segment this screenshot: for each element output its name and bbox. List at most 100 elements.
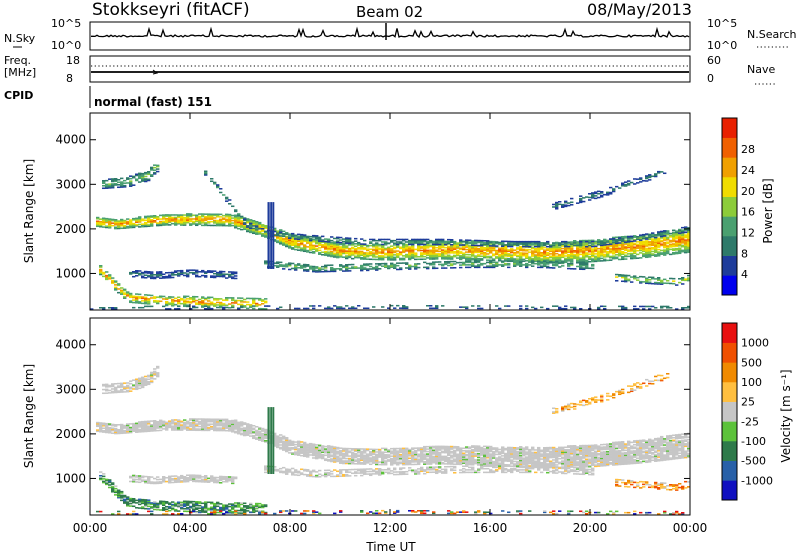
heatmap-cell	[420, 241, 424, 243]
heatmap-cell	[363, 248, 367, 250]
heatmap-cell	[324, 252, 328, 254]
heatmap-cell	[309, 249, 313, 251]
heatmap-cell	[363, 307, 367, 310]
heatmap-cell	[294, 453, 298, 456]
heatmap-cell	[525, 255, 529, 257]
heatmap-cell	[249, 220, 253, 222]
heatmap-cell	[120, 177, 124, 180]
heatmap-cell	[627, 180, 631, 182]
heatmap-cell	[315, 269, 319, 272]
heatmap-cell	[249, 226, 253, 228]
heatmap-cell	[354, 240, 358, 242]
heatmap-cell	[105, 187, 109, 189]
heatmap-cell	[177, 302, 181, 305]
heatmap-cell	[306, 448, 310, 451]
heatmap-cell	[105, 427, 109, 430]
heatmap-cell	[156, 217, 160, 219]
heatmap-cell	[414, 452, 418, 454]
heatmap-cell	[273, 434, 277, 436]
heatmap-cell	[357, 458, 361, 460]
heatmap-cell	[513, 253, 517, 255]
heatmap-cell	[378, 247, 382, 250]
heatmap-cell	[534, 256, 538, 259]
heatmap-cell	[210, 275, 214, 277]
heatmap-cell	[252, 305, 256, 307]
heatmap-cell	[381, 245, 385, 247]
heatmap-cell	[249, 297, 253, 300]
heatmap-cell	[426, 458, 430, 460]
heatmap-cell	[315, 447, 319, 450]
heatmap-cell	[624, 249, 628, 252]
heatmap-cell	[111, 308, 115, 310]
heatmap-cell	[657, 246, 661, 248]
heatmap-cell	[417, 247, 421, 249]
heatmap-cell	[435, 256, 439, 259]
heatmap-cell	[492, 261, 496, 264]
heatmap-cell	[135, 220, 139, 222]
heatmap-cell	[486, 240, 490, 242]
heatmap-cell	[279, 232, 283, 235]
heatmap-cell	[234, 225, 238, 228]
heatmap-cell	[525, 305, 529, 307]
heatmap-cell	[147, 219, 151, 221]
heatmap-cell	[219, 221, 223, 223]
heatmap-cell	[123, 226, 127, 228]
heatmap-cell	[636, 257, 640, 259]
heatmap-cell	[354, 251, 358, 254]
heatmap-cell	[684, 241, 688, 244]
heatmap-cell	[513, 244, 517, 247]
heatmap-cell	[537, 253, 541, 255]
heatmap-cell	[444, 262, 448, 264]
heatmap-cell	[450, 258, 454, 260]
heatmap-cell	[534, 254, 538, 256]
heatmap-cell	[384, 266, 388, 269]
heatmap-cell	[117, 291, 121, 294]
noise-tick-left-top: 10^5	[51, 17, 81, 30]
heatmap-cell	[378, 255, 382, 257]
heatmap-cell	[168, 274, 172, 276]
heatmap-cell	[591, 195, 595, 198]
heatmap-cell	[684, 239, 688, 241]
heatmap-cell	[558, 307, 562, 310]
heatmap-cell	[381, 247, 385, 250]
heatmap-cell	[480, 262, 484, 265]
heatmap-cell	[381, 256, 385, 258]
heatmap-cell	[384, 254, 388, 256]
heatmap-cell	[300, 444, 304, 447]
heatmap-cell	[642, 237, 646, 240]
heatmap-cell	[579, 257, 583, 259]
heatmap-cell	[417, 243, 421, 246]
heatmap-cell	[402, 238, 406, 241]
heatmap-cell	[429, 447, 433, 449]
heatmap-cell	[447, 238, 451, 241]
heatmap-cell	[378, 243, 382, 246]
heatmap-cell	[111, 179, 115, 182]
heatmap-cell	[456, 448, 460, 451]
heatmap-cell	[453, 244, 457, 247]
heatmap-cell	[348, 270, 352, 272]
heatmap-cell	[162, 214, 166, 216]
heatmap-cell	[321, 235, 325, 238]
heatmap-cell	[297, 249, 301, 251]
heatmap-cell	[336, 251, 340, 254]
heatmap-cell	[387, 451, 391, 454]
heatmap-cell	[627, 245, 631, 248]
heatmap-cell	[450, 264, 454, 267]
heatmap-cell	[627, 253, 631, 255]
heatmap-cell	[519, 248, 523, 251]
heatmap-cell	[456, 242, 460, 244]
heatmap-cell	[609, 249, 613, 251]
heatmap-cell	[417, 258, 421, 261]
heatmap-cell	[630, 254, 634, 256]
heatmap-cell	[519, 247, 523, 249]
heatmap-cell	[219, 275, 223, 278]
heatmap-cell	[657, 233, 661, 236]
heatmap-cell	[633, 252, 637, 255]
heatmap-cell	[555, 206, 559, 209]
heatmap-cell	[279, 243, 283, 245]
heatmap-cell	[429, 448, 433, 450]
heatmap-cell	[612, 253, 616, 255]
heatmap-cell	[165, 297, 169, 299]
heatmap-cell	[354, 250, 358, 253]
heatmap-cell	[321, 265, 325, 268]
